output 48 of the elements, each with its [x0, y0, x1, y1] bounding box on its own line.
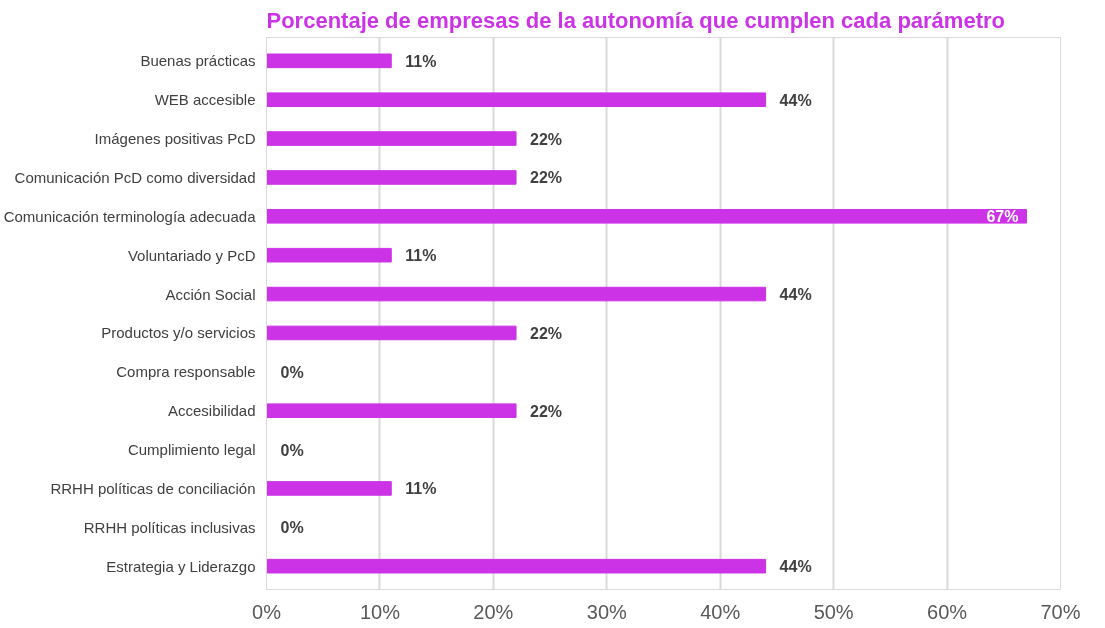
y-tick-label: Buenas prácticas — [140, 52, 256, 70]
bar — [266, 209, 1027, 224]
data-label: 44% — [779, 91, 812, 109]
y-tick-label: Acción Social — [165, 285, 256, 303]
y-tick-label: Imágenes positivas PcD — [94, 130, 256, 148]
bar — [266, 558, 767, 574]
y-tick-label: Comunicación PcD como diversidad — [14, 168, 256, 186]
x-tick-label: 50% — [813, 600, 854, 623]
bar — [266, 53, 392, 69]
y-tick-label: Estrategia y Liderazgo — [106, 557, 256, 575]
data-label: 22% — [530, 130, 563, 148]
data-label: 11% — [405, 480, 437, 498]
bar — [266, 286, 767, 302]
y-tick-label: RRHH políticas inclusivas — [83, 518, 256, 536]
data-label: 22% — [530, 324, 563, 342]
data-label: 44% — [779, 558, 812, 576]
bar — [266, 403, 517, 418]
x-tick-label: 0% — [252, 600, 282, 623]
y-tick-label: Comunicación terminología adecuada — [3, 207, 257, 225]
bar — [266, 92, 767, 107]
x-tick-label: 60% — [927, 600, 968, 623]
x-tick-label: 40% — [700, 600, 741, 623]
x-tick-label: 30% — [586, 600, 628, 623]
y-tick-label: Accesibilidad — [167, 402, 256, 420]
bar — [266, 325, 517, 341]
x-tick-label: 20% — [473, 600, 514, 623]
data-label: 22% — [530, 169, 563, 187]
data-label: 11% — [405, 52, 437, 70]
data-label: 11% — [405, 247, 437, 265]
bar — [266, 131, 517, 146]
data-label: 0% — [280, 363, 304, 381]
bar — [266, 247, 392, 263]
y-tick-label: Compra responsable — [116, 363, 256, 381]
y-tick-label: WEB accesible — [154, 91, 256, 109]
y-tick-label: Productos y/o servicios — [101, 324, 256, 342]
y-tick-label: Voluntariado y PcD — [127, 246, 256, 264]
x-tick-label: 70% — [1040, 600, 1081, 623]
y-tick-label: Cumplimiento legal — [127, 441, 256, 459]
chart-title: Porcentaje de empresas de la autonomía que cumplen cada parámetro — [266, 7, 1005, 33]
bar — [266, 170, 517, 185]
y-tick-label: RRHH políticas de conciliación — [50, 479, 256, 497]
x-tick-label: 10% — [359, 600, 401, 623]
data-label: 22% — [530, 402, 563, 420]
data-label: 0% — [280, 519, 304, 537]
data-label: 67% — [986, 208, 1019, 226]
data-label: 0% — [280, 441, 304, 459]
bar — [266, 481, 392, 496]
data-label: 44% — [779, 286, 812, 304]
